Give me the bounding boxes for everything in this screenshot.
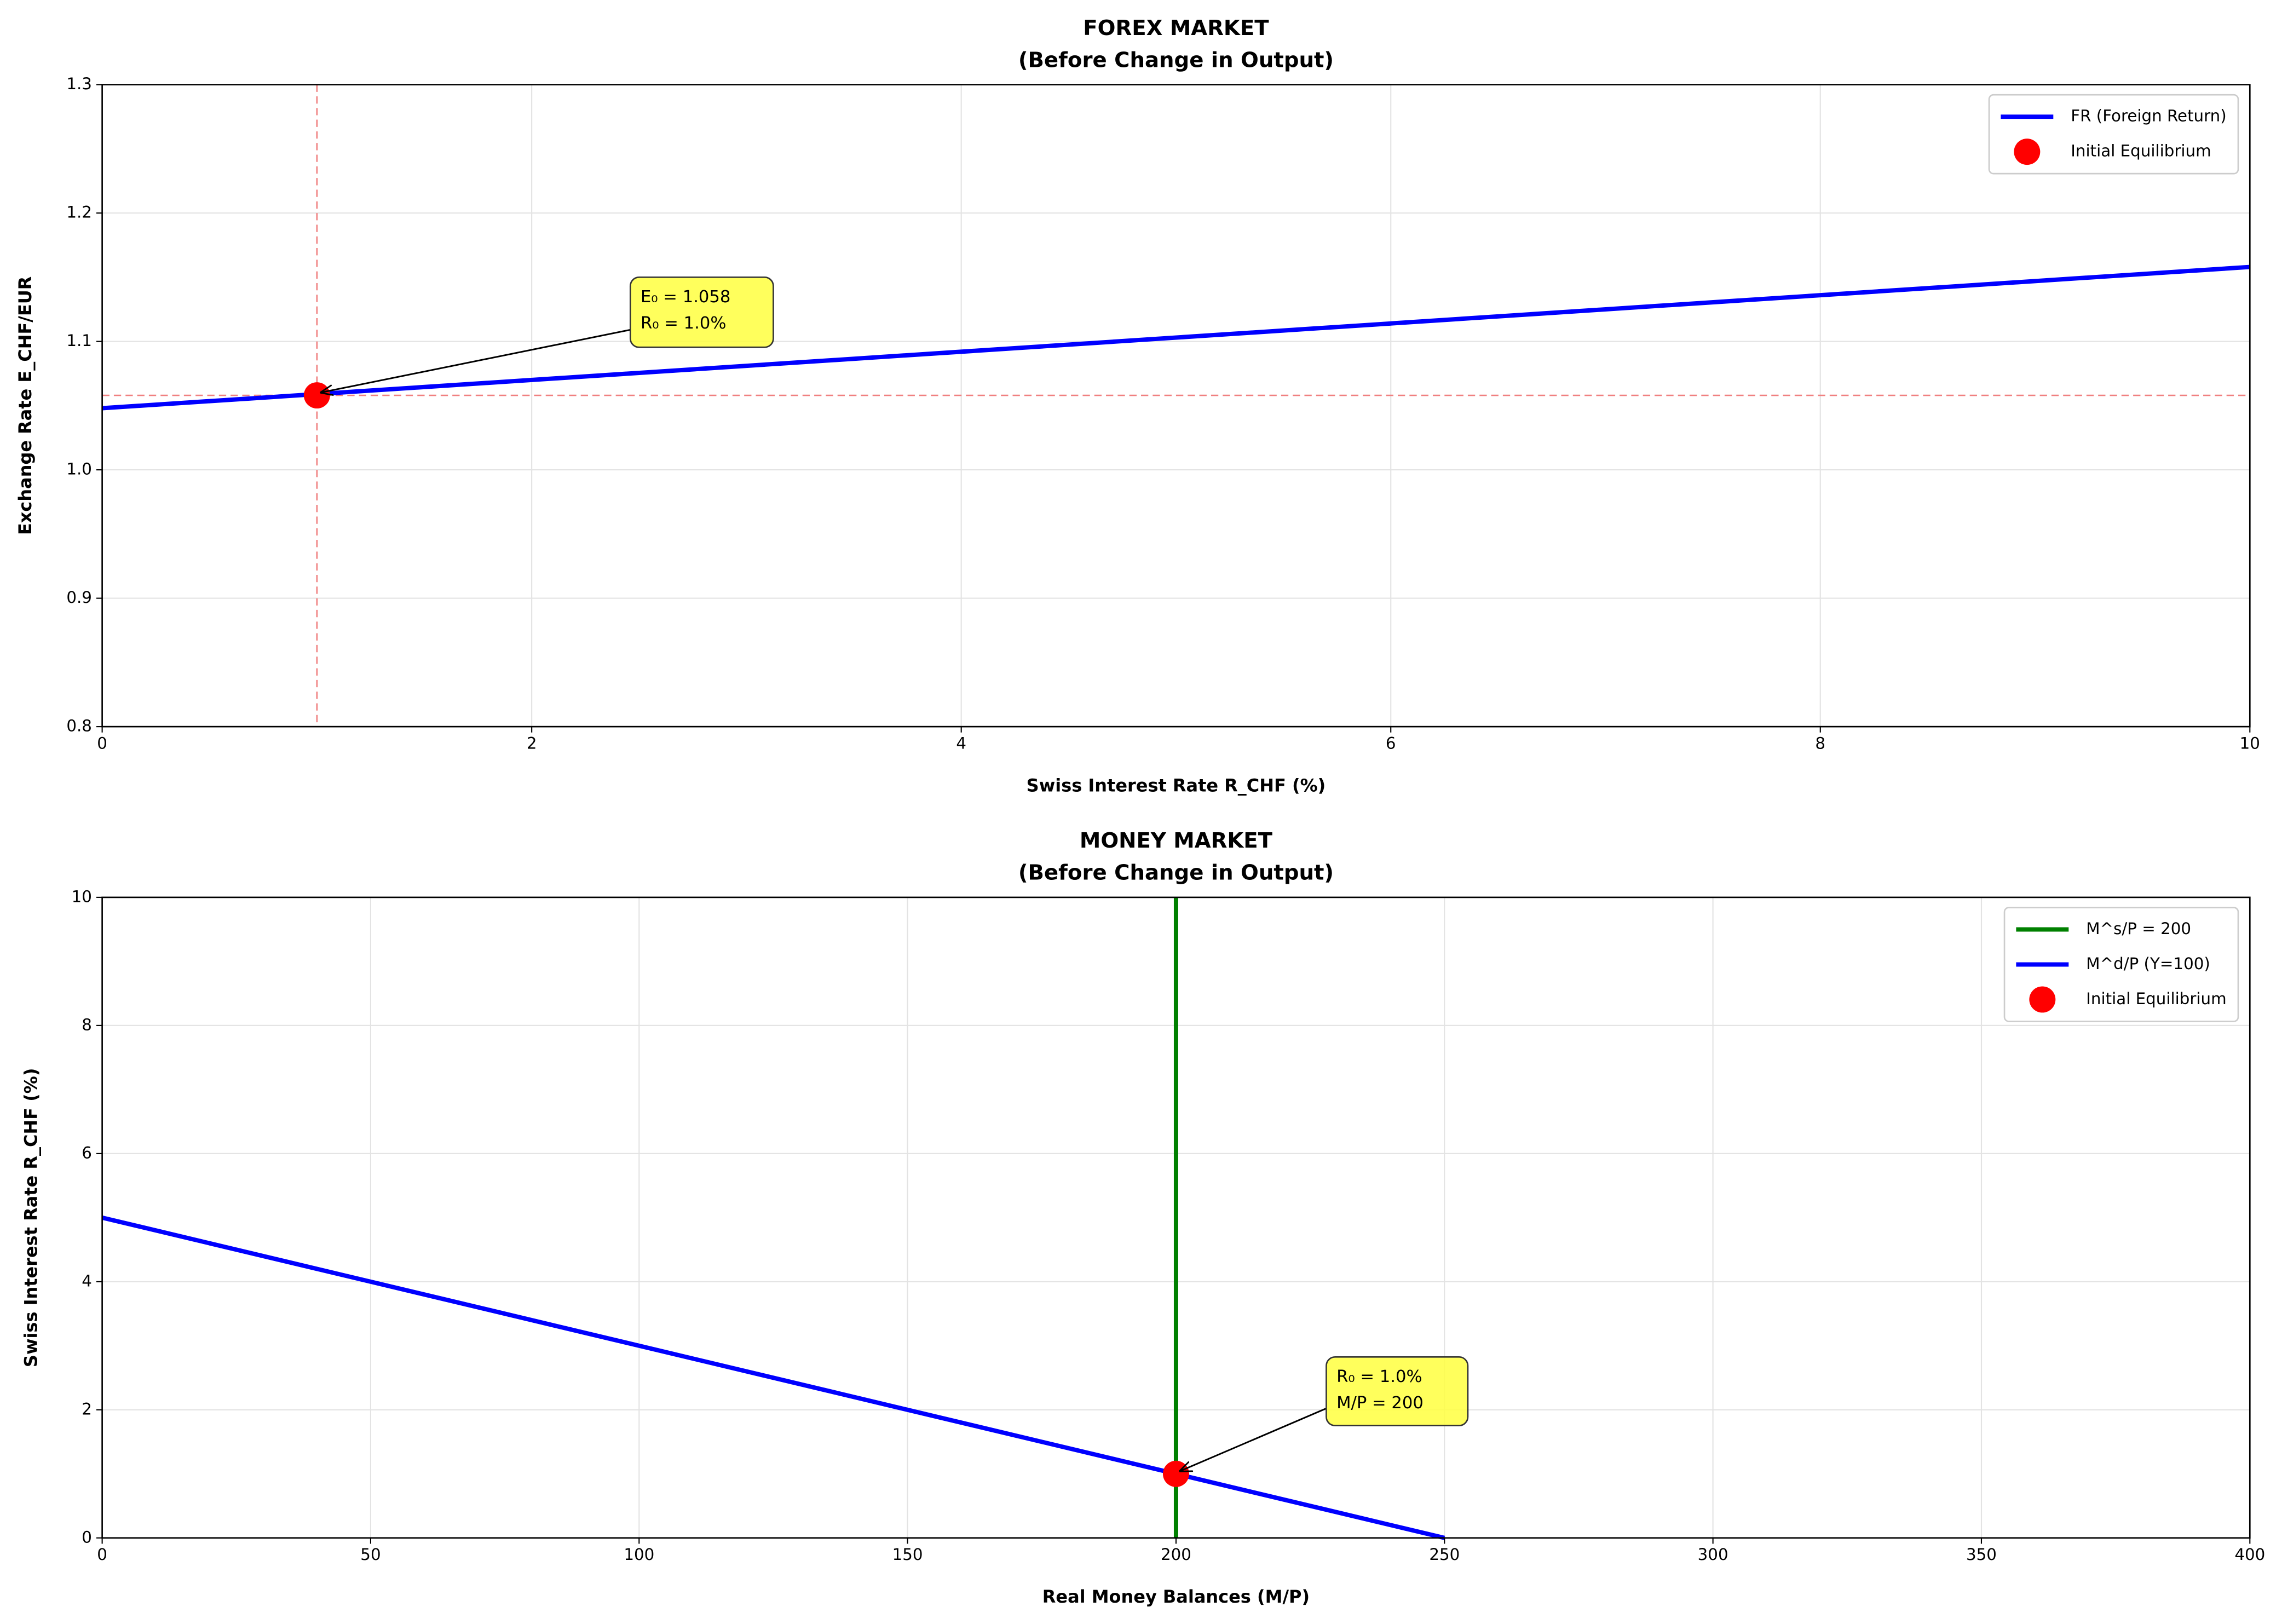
legend-label: M^d/P (Y=100)	[2086, 954, 2210, 973]
y-tick-label: 0.8	[66, 717, 92, 735]
x-tick-label: 100	[624, 1545, 654, 1564]
x-tick-label: 10	[2240, 734, 2260, 753]
data-line	[101, 1215, 1445, 1540]
x-tick-label: 400	[2234, 1545, 2265, 1564]
chart-title: FOREX MARKET	[1083, 16, 1269, 41]
equilibrium-point	[1162, 1460, 1189, 1487]
annotation-box	[1326, 1356, 1469, 1426]
x-tick-label: 2	[527, 734, 537, 753]
x-tick-label: 150	[892, 1545, 923, 1564]
y-tick-label: 6	[82, 1143, 92, 1162]
chart-subtitle: (Before Change in Output)	[1018, 861, 1334, 885]
annotation-text: M/P = 200	[1336, 1393, 1424, 1413]
x-tick-label: 8	[1815, 734, 1825, 753]
y-tick-label: 0	[82, 1528, 92, 1546]
legend-box	[2003, 907, 2239, 1022]
legend-swatch	[2029, 986, 2056, 1013]
legend-label: Initial Equilibrium	[2071, 142, 2211, 160]
y-tick-label: 0.9	[66, 588, 92, 607]
chart-subtitle: (Before Change in Output)	[1018, 48, 1334, 72]
data-line	[102, 264, 2250, 411]
y-tick-label: 1.1	[66, 331, 92, 350]
legend-label: M^s/P = 200	[2086, 919, 2191, 938]
annotation-arrow	[1180, 1407, 1327, 1471]
plot-frame	[101, 896, 2251, 1539]
y-tick-label: 4	[82, 1271, 92, 1290]
y-axis-label: Swiss Interest Rate R_CHF (%)	[21, 1068, 42, 1368]
y-tick-label: 2	[82, 1400, 92, 1418]
x-tick-label: 6	[1386, 734, 1396, 753]
x-tick-label: 4	[956, 734, 966, 753]
annotation-text: R₀ = 1.0%	[1336, 1367, 1422, 1386]
x-axis-label: Real Money Balances (M/P)	[1042, 1586, 1310, 1607]
x-tick-label: 350	[1966, 1545, 1997, 1564]
y-axis-label: Exchange Rate E_CHF/EUR	[15, 277, 36, 535]
legend: M^s/P = 200 M^d/P (Y=100) Initial Equilibr…	[2003, 907, 2239, 1022]
annotation-box	[629, 276, 774, 348]
y-tick-label: 1.0	[66, 460, 92, 479]
x-axis-label: Swiss Interest Rate R_CHF (%)	[1027, 775, 1326, 796]
y-tick-label: 10	[72, 887, 92, 906]
x-tick-label: 300	[1698, 1545, 1728, 1564]
legend-swatch	[2014, 139, 2041, 165]
x-tick-label: 250	[1429, 1545, 1460, 1564]
legend-label: Initial Equilibrium	[2086, 989, 2226, 1008]
legend-label: FR (Foreign Return)	[2071, 107, 2226, 125]
chart-title: MONEY MARKET	[1080, 828, 1273, 853]
plot-frame	[101, 84, 2251, 728]
x-tick-label: 0	[97, 1545, 107, 1564]
annotation-text: E₀ = 1.058	[641, 287, 730, 307]
x-tick-label: 50	[360, 1545, 381, 1564]
equilibrium-point	[303, 382, 330, 409]
y-tick-label: 1.2	[66, 203, 92, 222]
x-tick-label: 200	[1161, 1545, 1191, 1564]
y-tick-label: 1.3	[66, 74, 92, 93]
x-tick-label: 0	[97, 734, 107, 753]
annotation-text: R₀ = 1.0%	[641, 314, 727, 333]
y-tick-label: 8	[82, 1015, 92, 1034]
annotation-arrow	[321, 329, 631, 392]
legend: FR (Foreign Return) Initial Equilibrium	[1988, 94, 2239, 175]
